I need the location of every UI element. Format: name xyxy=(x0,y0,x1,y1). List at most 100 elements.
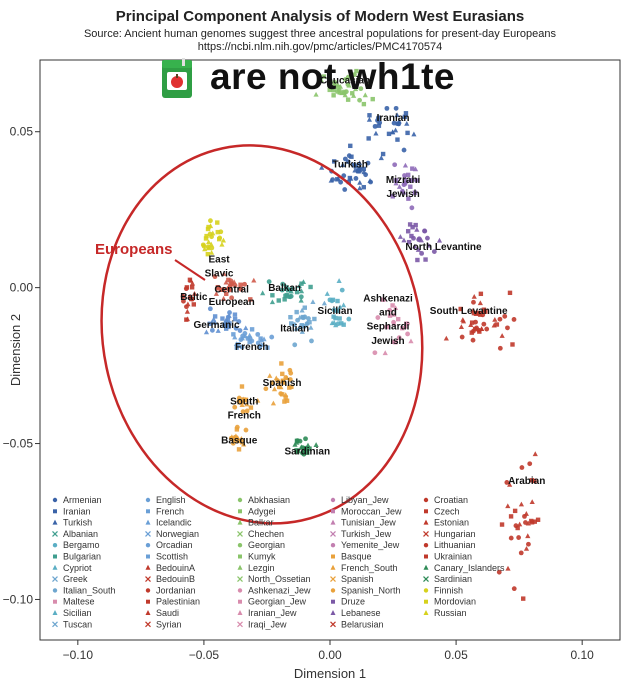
point-6-11 xyxy=(505,503,511,509)
point-5-32 xyxy=(469,330,474,335)
legend-marker-2-6 xyxy=(237,564,243,570)
legend-marker-2-3-b xyxy=(237,530,243,537)
point-9-21 xyxy=(286,294,292,299)
point-0-31 xyxy=(354,68,359,74)
point-13-12 xyxy=(248,297,253,302)
point-11-6 xyxy=(219,241,225,247)
point-14-16 xyxy=(227,310,232,315)
legend-label-1-3: Norwegian xyxy=(156,529,199,539)
point-10-24 xyxy=(289,321,294,326)
point-2-15 xyxy=(357,185,363,191)
legend-label-1-11: Syrian xyxy=(156,619,182,629)
legend-label-4-5: Ukrainian xyxy=(434,552,472,562)
legend-label-0-5: Bulgarian xyxy=(63,552,101,562)
point-16-3 xyxy=(284,398,290,403)
legend-label-3-6: French_South xyxy=(341,563,398,573)
point-18-6 xyxy=(243,427,249,433)
point-0-1 xyxy=(331,93,336,98)
cluster-label-5: North Levantine xyxy=(405,242,482,253)
point-15-8 xyxy=(261,336,267,342)
point-9-22 xyxy=(308,284,313,290)
point-10-1 xyxy=(293,325,299,331)
legend-label-3-10: Lebanese xyxy=(341,608,381,618)
point-12-9 xyxy=(180,294,186,299)
legend-label-2-0: Abkhasian xyxy=(248,495,290,505)
legend-marker-1-6 xyxy=(145,564,151,570)
cluster-label-8: Balkan xyxy=(268,283,301,294)
legend-label-4-10: Russian xyxy=(434,608,467,618)
point-17-5 xyxy=(239,384,245,389)
point-0-4 xyxy=(370,96,375,102)
point-10-18 xyxy=(302,305,307,310)
point-3-23 xyxy=(400,188,406,194)
point-14-8 xyxy=(226,324,231,330)
point-5-24 xyxy=(479,326,485,331)
point-4-23 xyxy=(416,236,422,242)
point-18-13 xyxy=(232,437,237,442)
point-17-0 xyxy=(244,401,250,407)
legend-marker-0-9 xyxy=(53,599,57,604)
legend-label-0-2: Turkish xyxy=(63,518,92,528)
point-15-1 xyxy=(231,332,236,337)
point-15-18 xyxy=(238,337,244,342)
legend-marker-3-6 xyxy=(330,564,336,570)
legend-marker-1-2 xyxy=(145,519,151,525)
point-13-1 xyxy=(251,277,257,283)
point-14-10 xyxy=(233,325,239,331)
point-6-32 xyxy=(518,501,525,507)
point-7-16 xyxy=(393,305,399,311)
legend-marker-2-8 xyxy=(237,588,243,593)
point-3-7 xyxy=(408,184,413,189)
point-16-14 xyxy=(287,377,293,382)
point-19-16 xyxy=(300,448,307,453)
legend-marker-4-2 xyxy=(423,519,429,525)
point-2-28 xyxy=(342,187,348,192)
point-10-15 xyxy=(307,320,312,325)
point-2-27 xyxy=(352,167,358,173)
point-5-42 xyxy=(471,293,477,299)
y-tick-label-1: −0.05 xyxy=(3,437,34,451)
point-18-14 xyxy=(235,435,241,440)
point-12-17 xyxy=(185,301,191,307)
point-10-19 xyxy=(321,300,328,306)
point-4-18 xyxy=(423,257,428,262)
point-0-20 xyxy=(362,92,368,98)
point-15-24 xyxy=(269,334,275,340)
point-13-6 xyxy=(228,281,233,287)
point-1-1 xyxy=(411,131,417,137)
point-0-33 xyxy=(357,97,362,103)
point-9-25 xyxy=(276,298,281,303)
point-3-9 xyxy=(413,178,419,183)
point-5-41 xyxy=(483,309,488,314)
legend-marker-4-10 xyxy=(423,610,429,615)
x-tick-label-2: 0.00 xyxy=(318,648,342,662)
point-3-20 xyxy=(407,177,413,183)
point-2-34 xyxy=(368,179,373,185)
point-5-34 xyxy=(497,345,503,351)
point-1-6 xyxy=(403,111,409,116)
point-9-15 xyxy=(280,281,286,287)
point-2-18 xyxy=(335,175,341,181)
point-13-22 xyxy=(223,279,229,285)
point-11-11 xyxy=(215,220,220,225)
point-18-12 xyxy=(230,440,236,446)
legend-label-0-8: Italian_South xyxy=(63,585,116,595)
point-4-5 xyxy=(419,250,425,256)
legend-label-2-1: Adygei xyxy=(248,506,276,516)
point-2-39 xyxy=(357,164,363,170)
point-17-9 xyxy=(236,397,242,402)
legend-label-3-2: Tunisian_Jew xyxy=(341,518,396,528)
point-10-14 xyxy=(302,314,308,320)
point-2-4 xyxy=(353,176,359,181)
point-2-29 xyxy=(349,154,354,159)
point-4-17 xyxy=(425,235,430,241)
cluster-label-13: and xyxy=(379,308,397,319)
point-11-20 xyxy=(216,236,222,242)
point-10-5 xyxy=(306,316,311,321)
point-0-26 xyxy=(313,91,319,97)
point-2-33 xyxy=(340,162,346,167)
point-8-15 xyxy=(335,308,341,314)
point-11-22 xyxy=(209,234,214,240)
point-10-0 xyxy=(294,309,299,315)
point-6-31 xyxy=(532,478,537,484)
